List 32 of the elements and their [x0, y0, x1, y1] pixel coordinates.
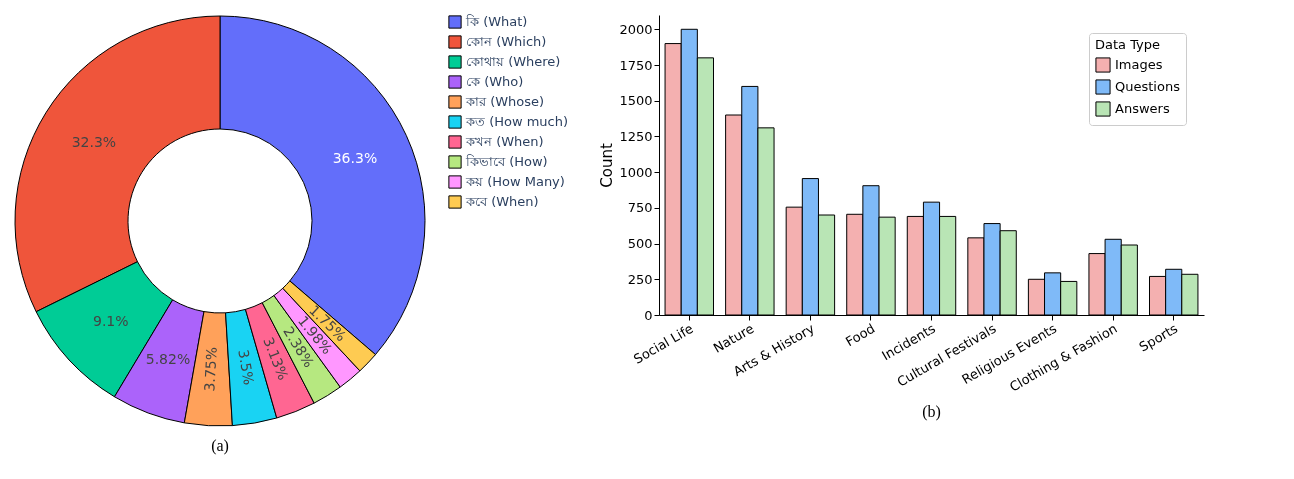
legend-label: Questions	[1115, 79, 1181, 94]
y-tick-label: 500	[627, 236, 653, 252]
data-label: 32.3%	[71, 133, 117, 150]
text: (a)	[211, 437, 229, 455]
legend-title: Data Type	[1095, 37, 1161, 52]
y-tick-label: 1000	[619, 164, 653, 180]
legend-label: কত (How much)	[465, 114, 569, 129]
legend-label: কোন (Which)	[466, 34, 547, 49]
y-tick-label: 1500	[619, 93, 653, 109]
y-tick-label: 250	[627, 271, 653, 287]
legend-label: কবে (When)	[465, 194, 539, 209]
y-tick-label: 0	[644, 307, 653, 323]
legend-label: কোথায় (Where)	[466, 54, 561, 69]
legend-label: Answers	[1115, 101, 1170, 116]
legend-label: কিভাবে (How)	[465, 154, 548, 169]
text: (b)	[922, 403, 941, 422]
data-label: 3.5%	[235, 348, 258, 387]
data-label: 3.75%	[201, 346, 220, 392]
legend-label: কখন (When)	[465, 134, 544, 149]
legend-label: কয় (How Many)	[465, 174, 565, 189]
legend-label: কি (What)	[465, 14, 528, 29]
data-label: 9.1%	[92, 312, 129, 329]
legend-label: কার (Whose)	[465, 94, 545, 109]
data-label: 36.3%	[332, 150, 378, 167]
legend-label: কে (Who)	[466, 74, 524, 89]
data-label: 5.82%	[145, 351, 191, 368]
y-tick-label: 750	[627, 200, 653, 216]
legend-label: Images	[1115, 57, 1163, 72]
y-tick-label: 1250	[619, 128, 653, 144]
y-axis-title: Count	[598, 143, 617, 188]
y-tick-label: 1750	[619, 57, 653, 73]
y-tick-label: 2000	[619, 21, 653, 37]
